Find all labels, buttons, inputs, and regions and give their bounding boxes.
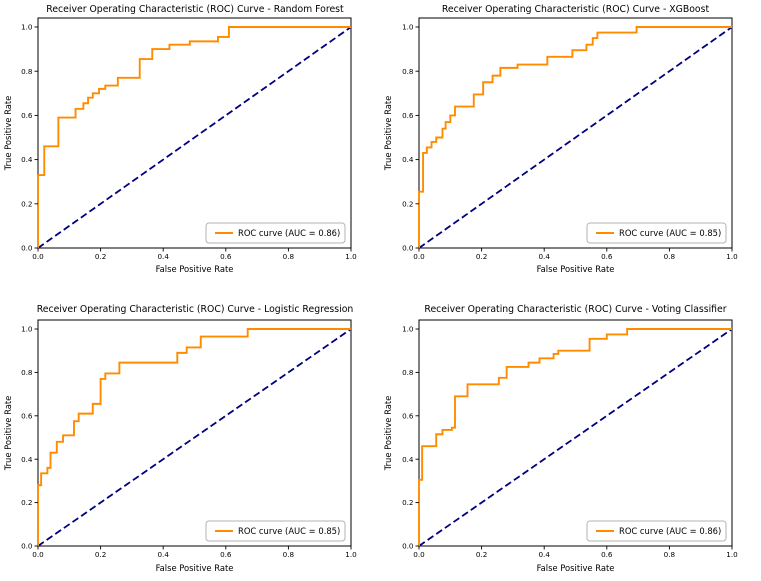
legend-label: ROC curve (AUC = 0.86) [238,228,340,238]
legend-label: ROC curve (AUC = 0.85) [619,228,721,238]
axes-frame [37,319,352,547]
roc-curve-line [37,328,351,546]
x-tick-label: 0.0 [413,550,425,559]
y-tick-label: 0.8 [21,67,33,76]
chart-title-logistic-regression: Receiver Operating Characteristic (ROC) … [36,304,354,315]
y-tick-label: 0.4 [402,455,414,464]
legend-box [586,520,727,542]
roc-plot-svg-random-forest: 0.0 0.2 0.4 0.6 0.8 1.0 0.0 0.2 0.4 0.6 0.8 1.0 Fals… [3,17,357,274]
legend-label: ROC curve (AUC = 0.86) [619,526,721,536]
chart-title-xgboost: Receiver Operating Characteristic (ROC) … [441,4,710,15]
y-tick-label: 0.6 [21,411,33,420]
roc-chart-random-forest: Receiver Operating Characteristic (ROC) … [0,0,380,290]
x-tick-label: 0.8 [283,550,295,559]
x-tick-label: 0.0 [32,550,44,559]
y-tick-label: 1.0 [21,325,33,334]
roc-curve-line [418,26,732,248]
chart-title-random-forest: Receiver Operating Characteristic (ROC) … [46,4,344,15]
x-tick-label: 0.4 [538,252,550,261]
roc-curve-line [37,26,351,248]
roc-plot-svg-xgboost: 0.0 0.2 0.4 0.6 0.8 1.0 0.0 0.2 0.4 0.6 0.8 1.0 Fals… [383,17,738,274]
y-tick-label: 1.0 [21,23,33,32]
roc-curve-line [418,328,732,546]
y-axis-label: True Positive Rate [383,96,393,172]
roc-chart-logistic-regression: Receiver Operating Characteristic (ROC) … [0,290,380,581]
x-tick-label: 0.8 [664,550,676,559]
roc-chart-voting-classifier: Receiver Operating Characteristic (ROC) … [380,290,761,581]
y-tick-label: 0.8 [402,67,414,76]
x-axis-label: False Positive Rate [156,264,234,274]
y-tick-label: 0.6 [402,111,414,120]
y-tick-label: 0.0 [402,244,414,253]
y-tick-label: 0.0 [21,244,33,253]
roc-plot-svg-voting-classifier: 0.0 0.2 0.4 0.6 0.8 1.0 0.0 0.2 0.4 0.6 0.8 1.0 Fals… [383,319,738,573]
y-tick-label: 0.0 [402,542,414,551]
axes-frame [37,17,352,249]
x-tick-label: 0.4 [538,550,550,559]
x-tick-label: 0.6 [601,252,613,261]
chart-title-voting-classifier: Receiver Operating Characteristic (ROC) … [424,304,727,315]
x-tick-label: 0.2 [476,252,487,261]
x-tick-label: 0.2 [476,550,487,559]
y-tick-label: 0.4 [21,155,33,164]
x-tick-label: 0.0 [32,252,44,261]
x-tick-label: 0.4 [157,550,169,559]
legend-label: ROC curve (AUC = 0.85) [238,526,340,536]
legend-box [586,222,727,244]
axes-frame [418,319,733,547]
legend-box [205,520,346,542]
y-tick-label: 1.0 [402,23,414,32]
y-tick-label: 0.8 [21,368,33,377]
legend-box [205,222,346,244]
y-tick-label: 1.0 [402,325,414,334]
y-axis-label: True Positive Rate [383,396,393,472]
x-tick-label: 0.8 [664,252,676,261]
y-tick-label: 0.0 [21,542,33,551]
x-tick-label: 0.6 [220,252,232,261]
chance-diagonal-line [37,328,352,547]
roc-plot-svg-logistic-regression: 0.0 0.2 0.4 0.6 0.8 1.0 0.0 0.2 0.4 0.6 0.8 1.0 Fals… [3,319,357,573]
x-tick-label: 0.2 [95,550,106,559]
x-tick-label: 0.8 [283,252,295,261]
x-tick-label: 0.6 [601,550,613,559]
x-tick-label: 0.6 [220,550,232,559]
y-tick-label: 0.8 [402,368,414,377]
x-axis-label: False Positive Rate [537,264,615,274]
x-tick-label: 0.2 [95,252,106,261]
y-tick-label: 0.2 [402,498,413,507]
x-tick-label: 1.0 [345,252,357,261]
y-axis-label: True Positive Rate [3,396,13,472]
x-tick-label: 0.0 [413,252,425,261]
x-tick-label: 1.0 [345,550,357,559]
y-tick-label: 0.6 [402,411,414,420]
x-tick-label: 0.4 [157,252,169,261]
chance-diagonal-line [418,26,733,249]
y-tick-label: 0.4 [402,155,414,164]
y-tick-label: 0.6 [21,111,33,120]
axes-frame [418,17,733,249]
x-axis-label: False Positive Rate [156,563,234,573]
chance-diagonal-line [37,26,352,249]
x-tick-label: 1.0 [726,550,738,559]
y-tick-label: 0.2 [402,199,413,208]
y-tick-label: 0.2 [21,199,32,208]
chance-diagonal-line [418,328,733,547]
x-axis-label: False Positive Rate [537,563,615,573]
y-axis-label: True Positive Rate [3,96,13,172]
y-tick-label: 0.4 [21,455,33,464]
roc-chart-xgboost: Receiver Operating Characteristic (ROC) … [380,0,761,290]
x-tick-label: 1.0 [726,252,738,261]
y-tick-label: 0.2 [21,498,32,507]
